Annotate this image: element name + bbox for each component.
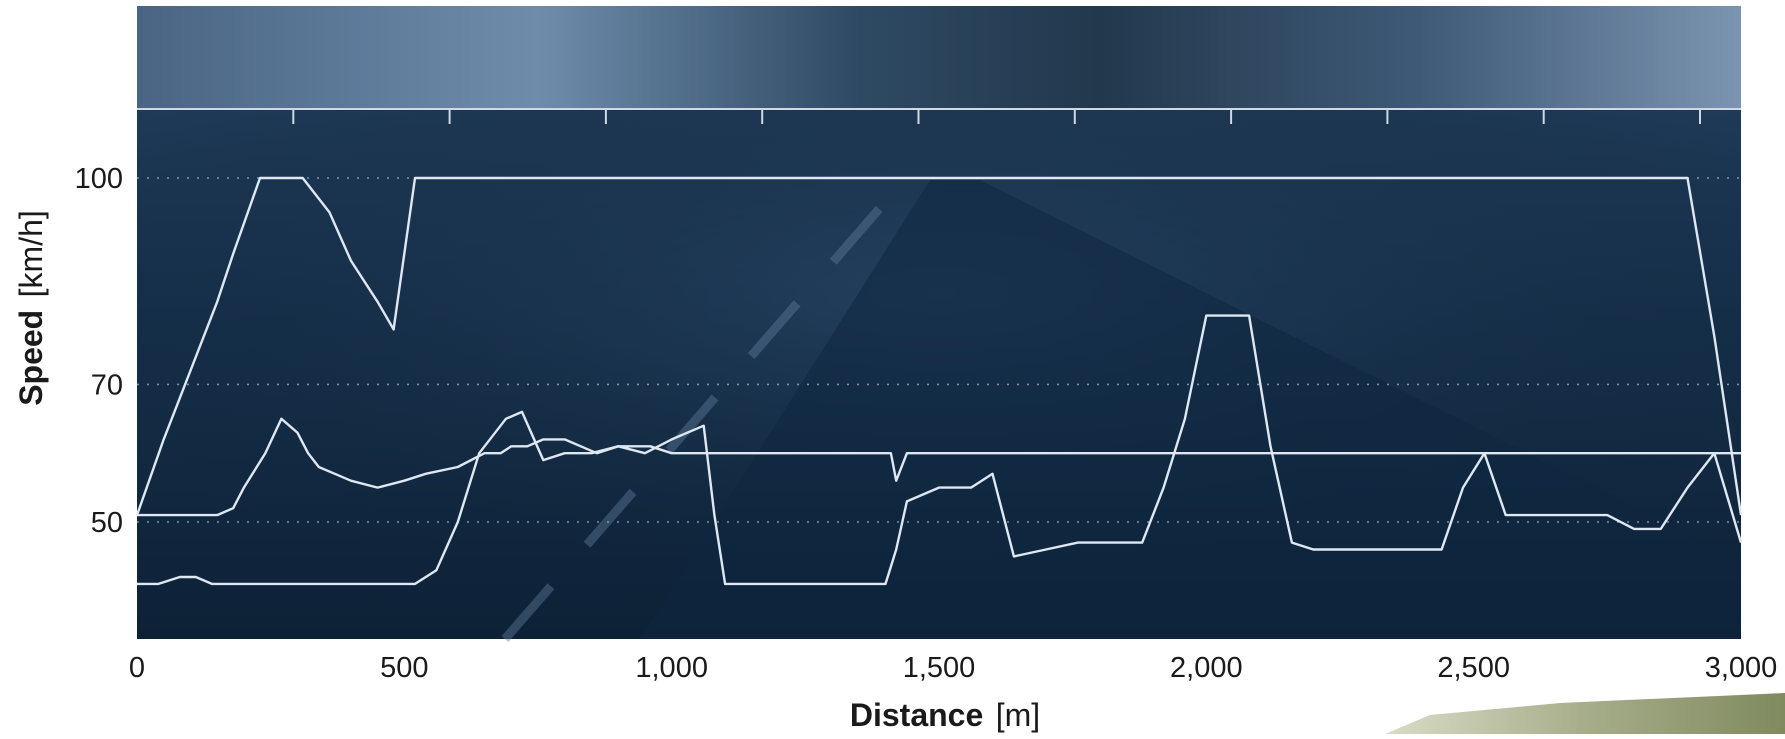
y-tick-labels: 50 70 100 <box>75 163 123 539</box>
y-axis-title-bold: Speed <box>13 310 49 406</box>
y-tick-label-50: 50 <box>91 507 123 539</box>
background-photo <box>137 6 1741 642</box>
y-axis-title: Speed [km/h] <box>13 210 49 406</box>
x-tick-label-2500: 2,500 <box>1437 652 1510 684</box>
top-axis-ticks <box>292 109 1701 124</box>
x-tick-label-1000: 1,000 <box>635 652 708 684</box>
x-tick-label-3000: 3,000 <box>1705 652 1778 684</box>
x-tick-label-1500: 1,500 <box>903 652 976 684</box>
series-line-1 <box>135 176 1743 516</box>
plot-frame-top <box>137 108 1741 110</box>
x-tick-label-500: 500 <box>380 652 428 684</box>
y-axis-title-unit: [km/h] <box>13 210 49 297</box>
x-axis-title-unit: [m] <box>996 697 1040 733</box>
x-axis-title: Distance [m] <box>850 697 1040 733</box>
x-tick-labels: 0 500 1,000 1,500 2,000 2,500 3,000 <box>129 652 1777 684</box>
series-line-3 <box>137 417 1741 517</box>
y-tick-label-70: 70 <box>91 369 123 401</box>
road-lane-marking <box>501 182 904 642</box>
x-tick-label-0: 0 <box>129 652 145 684</box>
series-lines <box>135 176 1743 586</box>
y-tick-label-100: 100 <box>75 163 123 195</box>
photo-sky <box>137 6 1741 109</box>
road-surface <box>640 180 1741 639</box>
x-axis-title-bold: Distance <box>850 697 983 733</box>
x-tick-label-2000: 2,000 <box>1170 652 1243 684</box>
series-line-2 <box>137 314 1743 586</box>
corner-decoration <box>1385 693 1785 734</box>
